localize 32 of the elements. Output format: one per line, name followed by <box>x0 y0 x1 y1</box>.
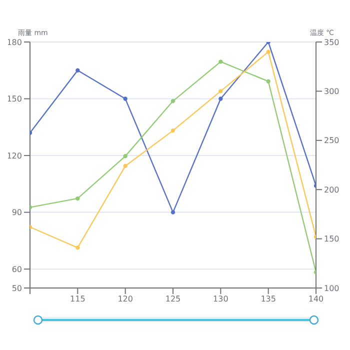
point <box>123 96 128 101</box>
x-tick-label: 135 <box>260 294 276 304</box>
point <box>170 128 176 133</box>
y2-tick-label: 300 <box>324 87 340 96</box>
y2-tick-label: 150 <box>324 234 340 244</box>
x-tick-label: 130 <box>213 294 228 304</box>
x-tick-label: 140 <box>308 294 324 304</box>
y-tick-label: 60 <box>12 264 22 274</box>
point <box>123 164 128 168</box>
point <box>76 246 80 250</box>
y2-tick-label: 100 <box>324 284 340 293</box>
point <box>123 154 128 158</box>
point <box>218 89 223 94</box>
y2-tick-label: 250 <box>324 136 340 146</box>
y2-tick-label: 200 <box>324 185 340 194</box>
point <box>76 68 80 72</box>
point <box>266 50 270 54</box>
y2-tick-label: 350 <box>324 38 340 47</box>
y-tick-label: 90 <box>12 208 22 218</box>
y-tick-label: 120 <box>6 151 22 160</box>
point <box>76 196 80 201</box>
x-tick-label: 125 <box>165 294 181 304</box>
point <box>170 98 176 104</box>
point <box>266 79 270 84</box>
x-tick-label: 120 <box>118 294 133 304</box>
y-tick-label: 50 <box>12 284 22 293</box>
y-tick-label: 180 <box>6 38 22 47</box>
point <box>170 210 176 214</box>
point <box>218 96 223 101</box>
x-tick-label: 115 <box>70 294 86 304</box>
y-tick-label: 150 <box>6 94 22 104</box>
point <box>218 60 223 64</box>
